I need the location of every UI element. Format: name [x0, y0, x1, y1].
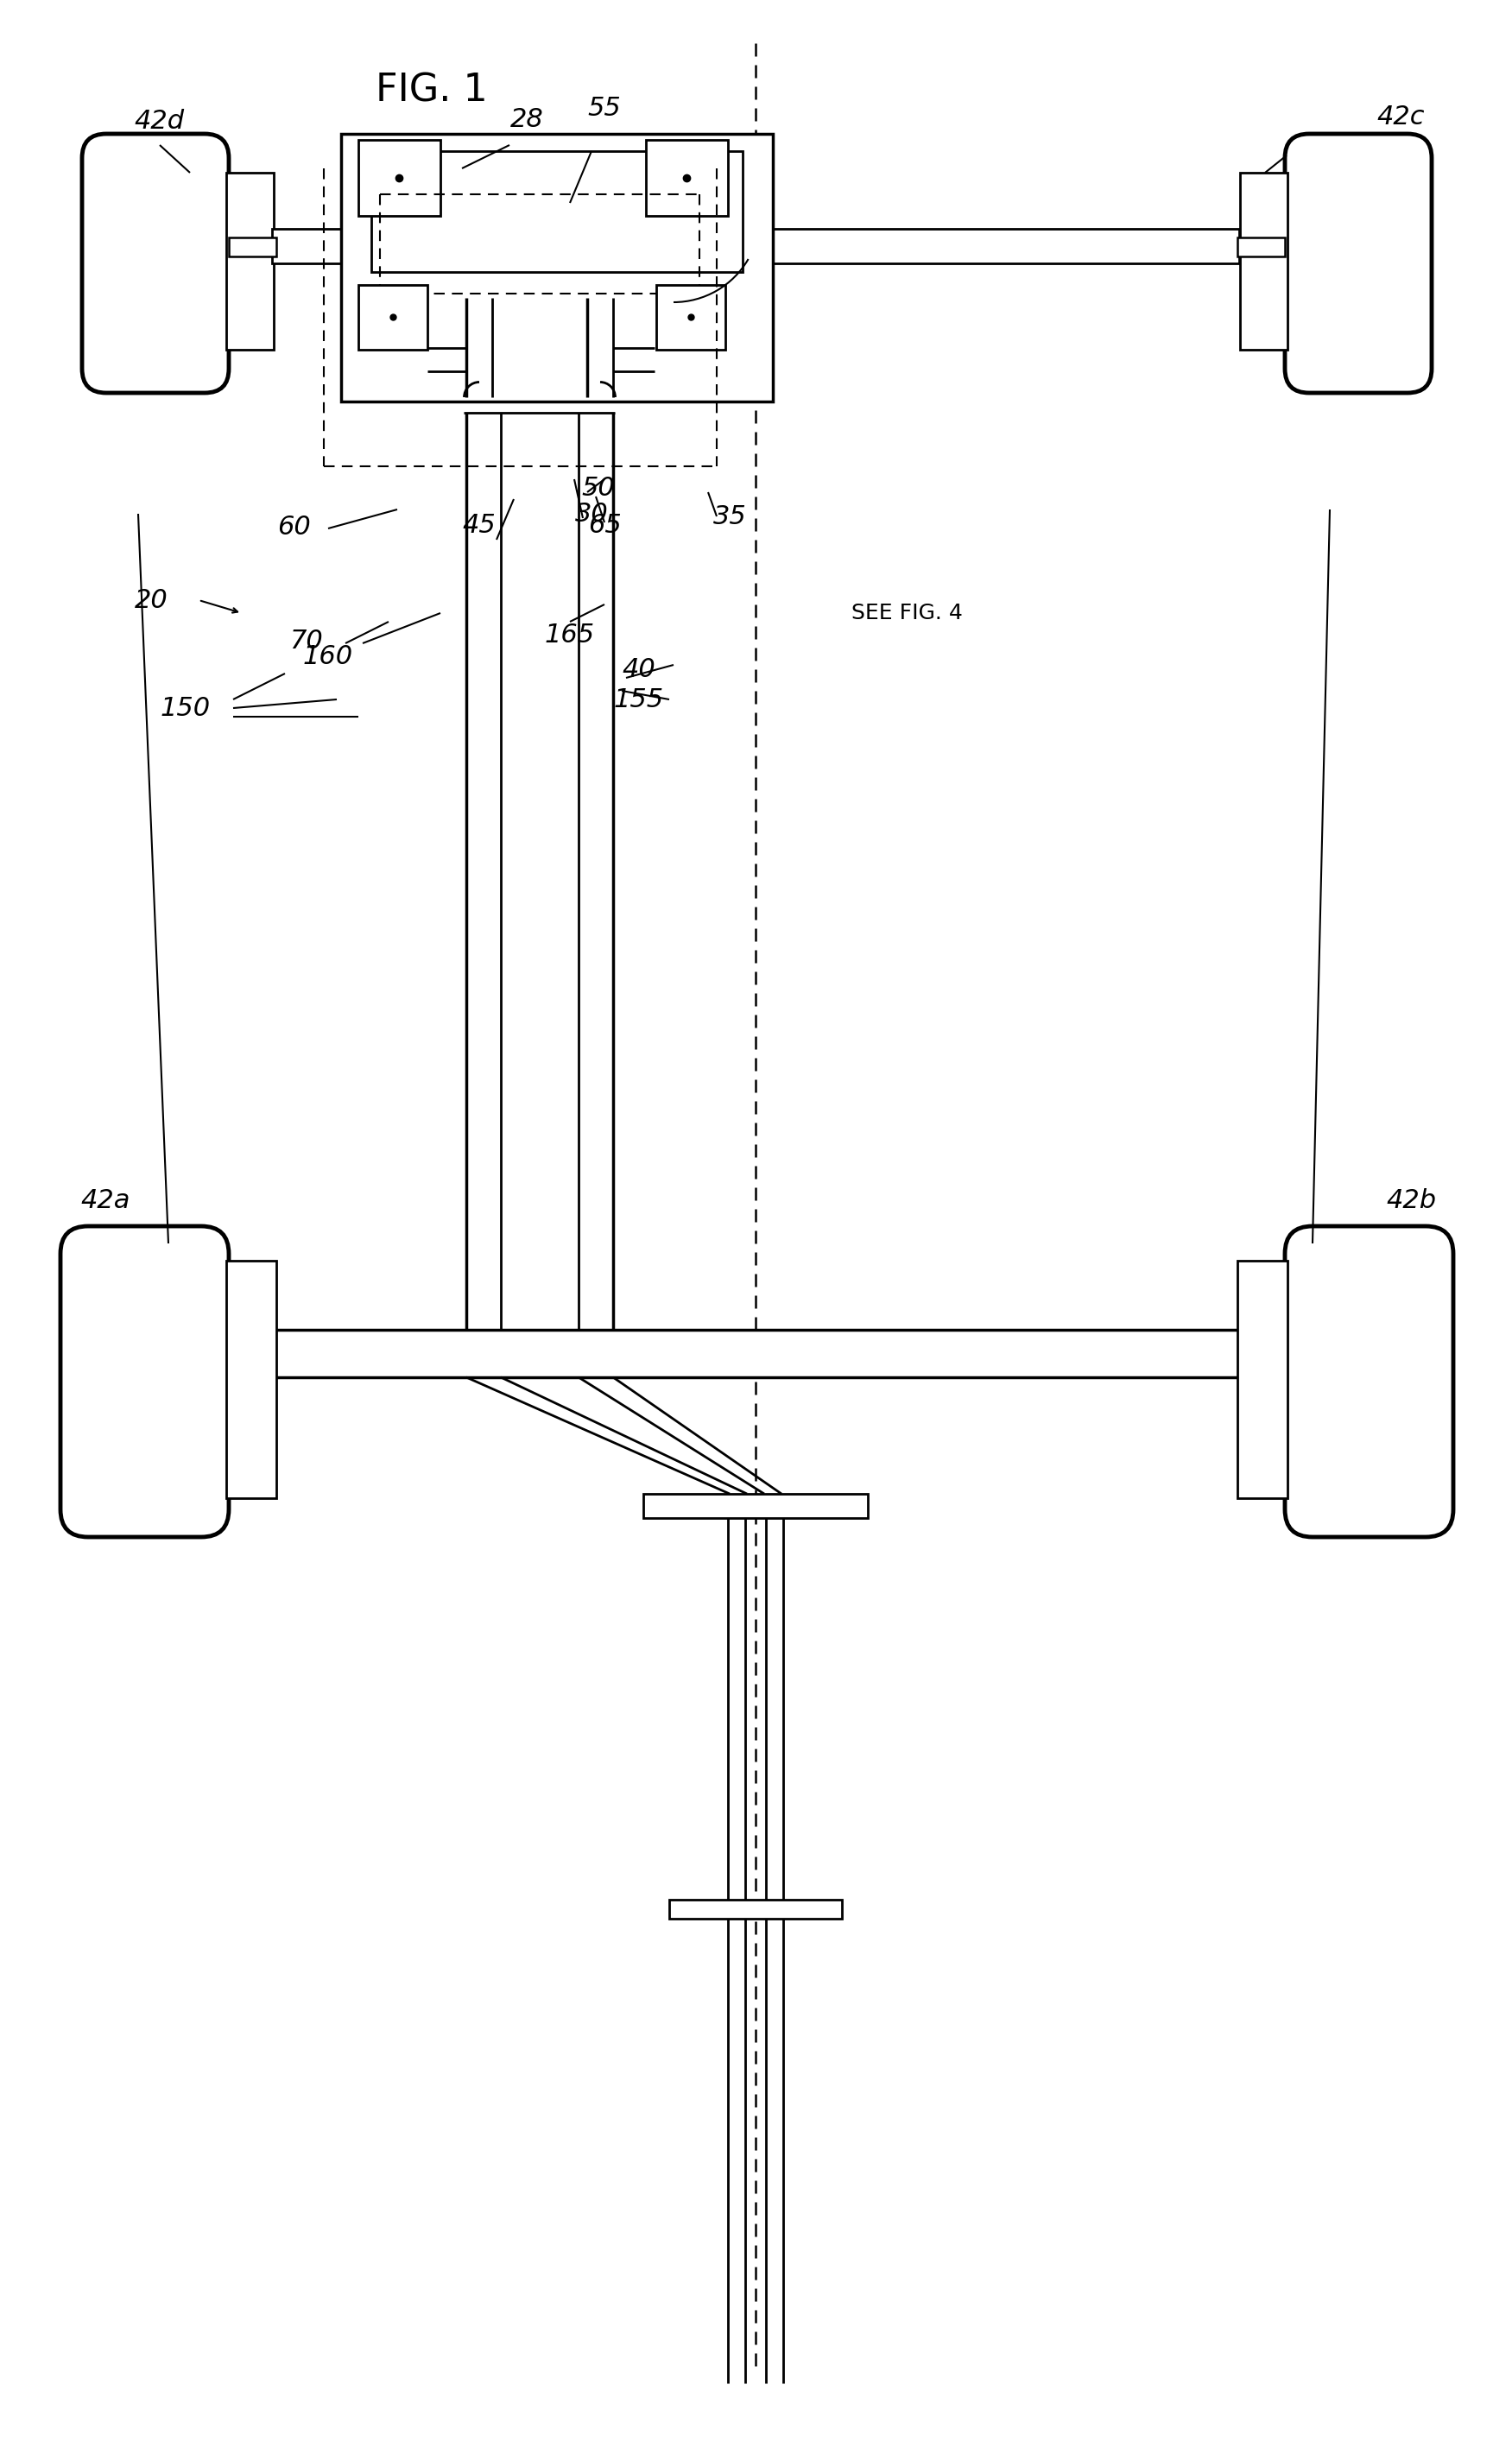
Text: 42d: 42d — [135, 108, 184, 132]
Bar — [646, 140, 727, 215]
Bar — [186, 1332, 222, 1376]
Bar — [643, 1493, 868, 1518]
Text: 42a: 42a — [80, 1187, 130, 1212]
Bar — [221, 1337, 271, 1368]
Text: 65: 65 — [588, 512, 621, 539]
Bar — [1237, 1261, 1288, 1498]
FancyBboxPatch shape — [60, 1226, 228, 1537]
Text: SEE FIG. 4: SEE FIG. 4 — [851, 602, 962, 624]
Bar — [227, 1261, 277, 1498]
Bar — [1240, 174, 1288, 350]
Bar — [268, 1329, 1247, 1378]
Text: 40: 40 — [623, 656, 656, 681]
FancyBboxPatch shape — [1285, 135, 1432, 392]
Text: 165: 165 — [544, 622, 596, 646]
Bar — [1246, 1337, 1296, 1368]
Text: 155: 155 — [614, 688, 664, 712]
Text: 45: 45 — [463, 512, 496, 539]
Bar — [227, 174, 274, 350]
Bar — [670, 1900, 842, 1919]
Text: 60: 60 — [277, 514, 310, 539]
Text: 55: 55 — [588, 95, 621, 120]
Bar — [372, 152, 742, 272]
Bar — [272, 228, 1240, 264]
FancyBboxPatch shape — [82, 135, 228, 392]
Text: 70: 70 — [290, 629, 324, 654]
Bar — [228, 237, 277, 257]
Text: 35: 35 — [714, 504, 747, 529]
Bar — [358, 140, 440, 215]
Text: 42c: 42c — [1376, 105, 1424, 130]
Text: 150: 150 — [160, 695, 210, 720]
Text: 50: 50 — [582, 475, 615, 499]
Bar — [342, 135, 773, 401]
Bar — [1237, 237, 1285, 257]
Bar — [656, 284, 726, 350]
Text: 160: 160 — [302, 644, 354, 668]
Bar — [358, 284, 428, 350]
Text: 20: 20 — [135, 588, 168, 612]
Text: FIG. 1: FIG. 1 — [376, 71, 488, 110]
FancyBboxPatch shape — [1285, 1226, 1453, 1537]
Text: 28: 28 — [510, 108, 543, 132]
Text: 42b: 42b — [1387, 1187, 1436, 1212]
Text: 30: 30 — [575, 502, 608, 526]
Bar — [1291, 1332, 1328, 1376]
